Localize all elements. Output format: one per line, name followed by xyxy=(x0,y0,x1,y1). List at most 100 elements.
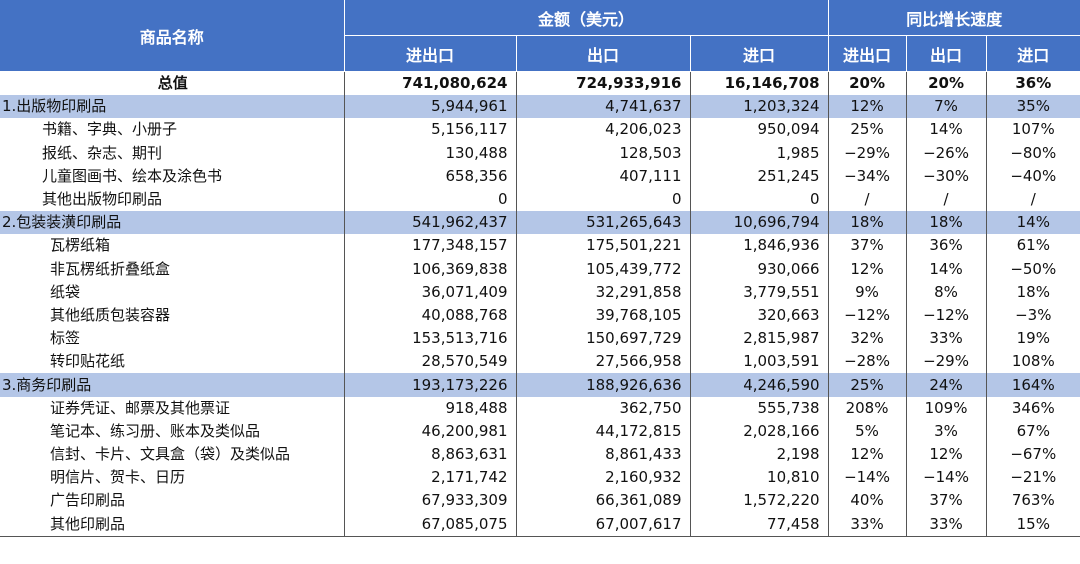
table-row: 儿童图画书、绘本及涂色书 658,356 407,111 251,245 −34% −30… xyxy=(0,164,1080,188)
cell-amount-export: 0 xyxy=(516,187,691,212)
header-amount-import: 进口 xyxy=(690,35,829,72)
cell-name: 儿童图画书、绘本及涂色书 xyxy=(0,164,345,188)
cell-growth-total: −34% xyxy=(828,164,907,188)
cell-growth-total: −28% xyxy=(828,350,907,374)
cell-amount-import: 10,696,794 xyxy=(690,211,829,235)
cell-amount-total: 36,071,409 xyxy=(344,280,517,304)
cell-amount-import: 930,066 xyxy=(690,257,829,281)
cell-growth-export: 3% xyxy=(906,419,987,443)
cell-growth-export: −14% xyxy=(906,466,987,490)
cell-growth-export: 36% xyxy=(906,234,987,258)
cell-growth-export: 14% xyxy=(906,118,987,142)
header-growth-import: 进口 xyxy=(986,35,1080,72)
category-row: 1.出版物印刷品 5,944,961 4,741,637 1,203,324 12% 7%… xyxy=(0,95,1080,119)
table-row: 信封、卡片、文具盒（袋）及类似品 8,863,631 8,861,433 2,198 1… xyxy=(0,443,1080,467)
cell-amount-import: 16,146,708 xyxy=(690,71,829,96)
table-row: 瓦楞纸箱 177,348,157 175,501,221 1,846,936 37% 36… xyxy=(0,234,1080,258)
cell-amount-export: 4,741,637 xyxy=(516,95,691,119)
cell-amount-total: 153,513,716 xyxy=(344,327,517,351)
cell-growth-total: 25% xyxy=(828,118,907,142)
table-row: 转印贴花纸 28,570,549 27,566,958 1,003,591 −28% −2… xyxy=(0,350,1080,374)
cell-growth-import: −40% xyxy=(1010,166,1057,185)
cell-growth-total: 32% xyxy=(828,327,907,351)
cell-growth-export: −29% xyxy=(906,350,987,374)
cell-name: 证券凭证、邮票及其他票证 xyxy=(0,396,345,420)
cell-amount-import: 251,245 xyxy=(690,164,829,188)
cell-amount-import: 1,572,220 xyxy=(690,489,829,513)
cell-name: 书籍、字典、小册子 xyxy=(0,118,345,142)
cell-growth-import: 18% xyxy=(1016,282,1050,301)
cell-amount-total: 130,488 xyxy=(344,141,517,165)
cell-amount-total: 28,570,549 xyxy=(344,350,517,374)
cell-name: 广告印刷品 xyxy=(0,489,345,513)
header-growth-total: 进出口 xyxy=(828,35,907,72)
cell-name: 明信片、贺卡、日历 xyxy=(0,466,345,490)
cell-growth-total: 18% xyxy=(828,211,907,235)
category-row: 2.包装装潢印刷品 541,962,437 531,265,643 10,696,79… xyxy=(0,211,1080,235)
cell-amount-total: 8,863,631 xyxy=(344,443,517,467)
cell-growth-import: 14% xyxy=(986,211,1080,235)
cell-name: 3.商务印刷品 xyxy=(0,373,345,397)
cell-amount-total: 106,369,838 xyxy=(344,257,517,281)
cell-amount-total: 5,944,961 xyxy=(344,95,517,119)
table-row: 其他出版物印刷品 0 0 0// / xyxy=(0,187,1080,212)
cell-growth-total: 5% xyxy=(828,419,907,443)
cell-growth-export: −12% xyxy=(906,303,987,328)
cell-growth-total: 33% xyxy=(828,512,907,537)
cell-amount-import: 2,815,987 xyxy=(690,327,829,351)
table-row: 证券凭证、邮票及其他票证 918,488 362,750 555,738 208% 109… xyxy=(0,396,1080,420)
cell-amount-total: 741,080,624 xyxy=(344,71,517,96)
cell-amount-import: 0 xyxy=(690,187,829,212)
table-row: 其他印刷品 67,085,075 67,007,617 77,458 33% 33% 15% xyxy=(0,512,1080,537)
cell-growth-import: 35% xyxy=(986,95,1080,119)
table-row: 非瓦楞纸折叠纸盒 106,369,838 105,439,772 930,066 12%… xyxy=(0,257,1080,281)
cell-growth-import: 61% xyxy=(1016,236,1050,255)
cell-amount-import: 320,663 xyxy=(690,303,829,328)
cell-growth-export: 7% xyxy=(906,95,987,119)
table-row: 明信片、贺卡、日历 2,171,742 2,160,932 10,810 −14% −14… xyxy=(0,466,1080,490)
cell-amount-export: 2,160,932 xyxy=(516,466,691,490)
cell-growth-export: 18% xyxy=(906,211,987,235)
cell-growth-import: −50% xyxy=(1010,259,1057,278)
cell-amount-total: 67,933,309 xyxy=(344,489,517,513)
cell-growth-import: / xyxy=(1030,190,1036,209)
cell-amount-import: 10,810 xyxy=(690,466,829,490)
cell-amount-export: 150,697,729 xyxy=(516,327,691,351)
cell-growth-import: 107% xyxy=(1011,120,1055,139)
cell-amount-import: 1,203,324 xyxy=(690,95,829,119)
cell-growth-export: −26% xyxy=(906,141,987,165)
header-amount-total: 进出口 xyxy=(344,35,517,72)
cell-amount-total: 5,156,117 xyxy=(344,118,517,142)
cell-amount-export: 362,750 xyxy=(516,396,691,420)
cell-growth-import: 164% xyxy=(986,373,1080,397)
cell-growth-total: 208% xyxy=(828,396,907,420)
cell-amount-export: 44,172,815 xyxy=(516,419,691,443)
cell-growth-total: 25% xyxy=(828,373,907,397)
cell-amount-import: 555,738 xyxy=(690,396,829,420)
cell-growth-export: 109% xyxy=(906,396,987,420)
table-row: 纸袋 36,071,409 32,291,858 3,779,551 9% 8% 18% xyxy=(0,280,1080,304)
category-row: 3.商务印刷品 193,173,226 188,926,636 4,246,590 25… xyxy=(0,373,1080,397)
cell-amount-export: 128,503 xyxy=(516,141,691,165)
header-product-name: 商品名称 xyxy=(0,0,345,72)
cell-amount-import: 77,458 xyxy=(690,512,829,537)
cell-growth-export: 33% xyxy=(906,327,987,351)
cell-amount-import: 1,846,936 xyxy=(690,234,829,258)
cell-growth-export: 14% xyxy=(906,257,987,281)
cell-amount-total: 541,962,437 xyxy=(344,211,517,235)
cell-growth-total: −29% xyxy=(828,141,907,165)
cell-growth-export: 8% xyxy=(906,280,987,304)
table-row: 标签 153,513,716 150,697,729 2,815,987 32% 33% 1… xyxy=(0,327,1080,351)
cell-amount-export: 67,007,617 xyxy=(516,512,691,537)
table-row: 笔记本、练习册、账本及类似品 46,200,981 44,172,815 2,028,… xyxy=(0,419,1080,443)
cell-name: 纸袋 xyxy=(0,280,345,304)
header-amount-group: 金额（美元） xyxy=(344,0,829,36)
cell-amount-import: 3,779,551 xyxy=(690,280,829,304)
cell-amount-total: 40,088,768 xyxy=(344,303,517,328)
header-amount-export: 出口 xyxy=(516,35,691,72)
cell-amount-export: 175,501,221 xyxy=(516,234,691,258)
cell-amount-export: 188,926,636 xyxy=(516,373,691,397)
cell-amount-total: 67,085,075 xyxy=(344,512,517,537)
cell-growth-export: 24% xyxy=(906,373,987,397)
cell-amount-import: 2,028,166 xyxy=(690,419,829,443)
